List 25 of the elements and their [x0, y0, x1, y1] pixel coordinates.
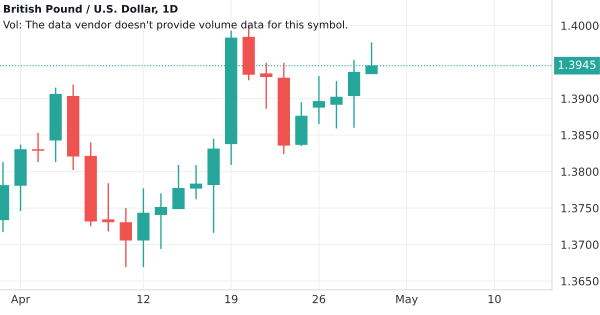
chart-title: British Pound / U.S. Dollar, 1D	[4, 4, 178, 14]
candlestick	[330, 80, 343, 130]
candlestick	[102, 182, 114, 232]
y-tick-label: 1.3750	[562, 204, 598, 212]
y-tick-label: 1.3800	[562, 168, 598, 176]
y-tick-label: 1.3650	[562, 277, 598, 286]
candlestick	[260, 62, 272, 110]
ref-line-label: 1.3945	[558, 60, 596, 69]
candlestick	[190, 164, 202, 200]
x-tick-label: 19	[225, 294, 238, 304]
x-tick-label: 12	[138, 294, 150, 304]
x-tick-label: 10	[488, 294, 501, 304]
candlestick	[172, 164, 185, 210]
y-tick-label: 1.3850	[562, 131, 598, 140]
y-tick-label: 1.3900	[562, 94, 598, 103]
x-tick-label: Apr	[11, 295, 30, 306]
y-tick-label: 1.3700	[562, 240, 598, 249]
candlestick	[348, 59, 360, 128]
x-tick-label: 26	[312, 294, 326, 304]
candlestick	[120, 207, 132, 268]
candlestick	[312, 75, 326, 125]
annotation: Vol: The data vendor doesn't provide volume data for this symbol.	[3, 20, 348, 31]
x-tick-label: May	[396, 295, 418, 306]
candlestick	[154, 192, 168, 250]
y-tick-label: 1.4000	[562, 22, 598, 30]
